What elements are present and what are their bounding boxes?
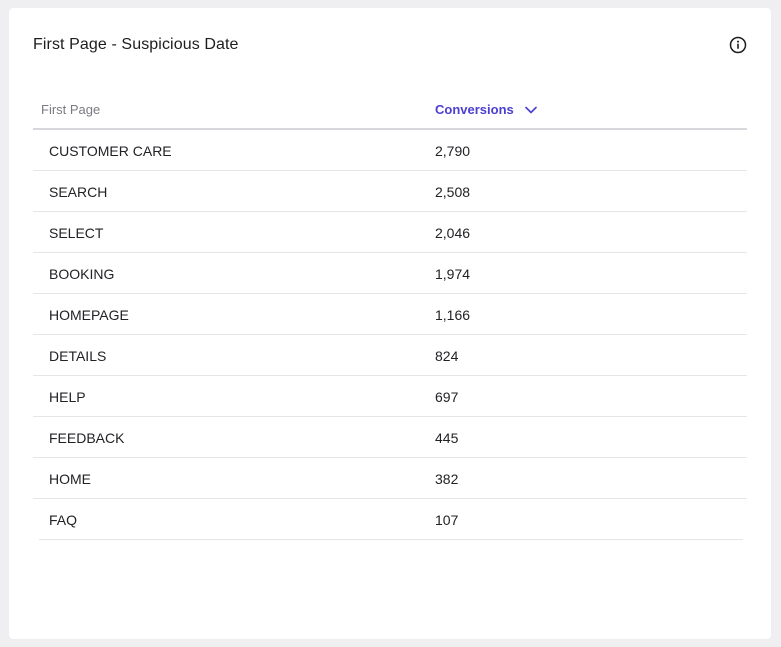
conversions-cell: 2,508 [435,184,471,200]
first-page-cell: FAQ [49,512,78,528]
info-circle-icon[interactable] [729,36,747,54]
card-title: First Page - Suspicious Date [33,36,239,53]
first-page-cell: BOOKING [49,266,115,282]
table-header: First Page Conversions [33,94,747,130]
conversions-cell: 2,046 [435,225,471,241]
first-page-cell: HOMEPAGE [49,307,129,323]
table-row: SELECT 2,046 [33,212,747,253]
column-header-conversions-label: Conversions [435,102,514,117]
report-card: First Page - Suspicious Date First Page … [9,8,771,639]
card-header: First Page - Suspicious Date [33,35,747,57]
table-row: SEARCH 2,508 [33,171,747,212]
table-row: HOMEPAGE 1,166 [33,294,747,335]
column-header-first-page[interactable]: First Page [41,102,101,117]
first-page-cell: DETAILS [49,348,107,364]
first-page-cell: SELECT [49,225,104,241]
conversions-cell: 1,974 [435,266,471,282]
conversions-cell: 2,790 [435,143,471,159]
conversions-cell: 824 [435,348,459,364]
first-page-table: First Page Conversions CUSTOMER CARE 2,7… [33,94,747,540]
conversions-cell: 382 [435,471,459,487]
column-header-conversions[interactable]: Conversions [435,102,538,118]
first-page-cell: HELP [49,389,86,405]
table-body: CUSTOMER CARE 2,790 SEARCH 2,508 SELECT … [33,130,747,540]
table-row: DETAILS 824 [33,335,747,376]
table-row: CUSTOMER CARE 2,790 [33,130,747,171]
conversions-cell: 107 [435,512,459,528]
first-page-cell: HOME [49,471,91,487]
conversions-cell: 1,166 [435,307,471,323]
conversions-cell: 445 [435,430,459,446]
table-row: FEEDBACK 445 [33,417,747,458]
table-row: HELP 697 [33,376,747,417]
conversions-cell: 697 [435,389,459,405]
table-row: HOME 382 [33,458,747,499]
table-row: FAQ 107 [39,499,743,540]
table-row: BOOKING 1,974 [33,253,747,294]
first-page-cell: CUSTOMER CARE [49,143,172,159]
first-page-cell: SEARCH [49,184,108,200]
first-page-cell: FEEDBACK [49,430,125,446]
chevron-down-icon[interactable] [525,106,538,114]
